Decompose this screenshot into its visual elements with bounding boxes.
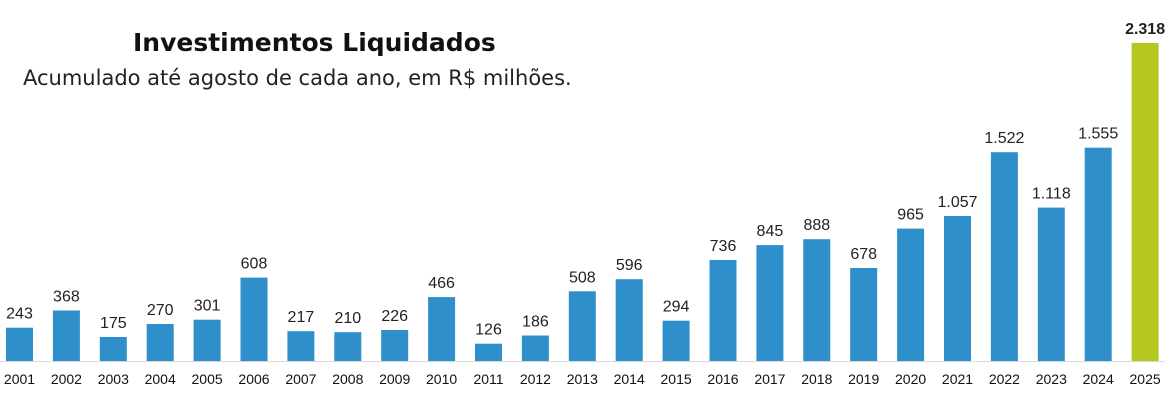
data-label-2003: 175	[100, 315, 127, 332]
x-tick-2019: 2019	[848, 371, 879, 387]
x-tick-2005: 2005	[192, 371, 223, 387]
data-label-2008: 210	[334, 310, 361, 327]
bar-2018	[803, 239, 831, 361]
bars-group: 243 2001 368 2002 175 2003 270 2004 301 2005 608 20…	[4, 21, 1165, 387]
bar-2002	[52, 310, 80, 361]
x-tick-2021: 2021	[942, 371, 973, 387]
x-tick-2017: 2017	[754, 371, 785, 387]
bar-2009	[381, 330, 409, 361]
x-tick-2023: 2023	[1036, 371, 1067, 387]
data-label-2019: 678	[850, 246, 877, 263]
bar-2017	[756, 245, 784, 361]
x-tick-2022: 2022	[989, 371, 1020, 387]
bar-2020	[897, 228, 925, 361]
bar-2007	[287, 331, 315, 361]
data-label-2017: 845	[757, 223, 784, 240]
bar-2016	[709, 260, 737, 361]
bar-2006	[240, 277, 268, 361]
bar-2022	[990, 152, 1018, 361]
data-label-2010: 466	[428, 275, 455, 292]
bar-2003	[99, 337, 127, 361]
x-tick-2016: 2016	[707, 371, 738, 387]
x-tick-2001: 2001	[4, 371, 35, 387]
x-tick-2013: 2013	[567, 371, 598, 387]
bar-2015	[662, 320, 690, 361]
data-label-2024: 1.555	[1078, 126, 1118, 143]
chart-title: Investimentos Liquidados	[133, 28, 496, 57]
bar-2019	[850, 268, 878, 361]
data-label-2020: 965	[897, 207, 924, 224]
data-label-2013: 508	[569, 269, 596, 286]
x-tick-2020: 2020	[895, 371, 926, 387]
data-label-2018: 888	[803, 217, 830, 234]
x-tick-2004: 2004	[145, 371, 176, 387]
data-label-2025: 2.318	[1125, 21, 1165, 38]
bar-2010	[428, 297, 456, 361]
bar-2023	[1037, 207, 1065, 361]
bar-2001	[6, 327, 33, 361]
data-label-2006: 608	[241, 256, 268, 273]
data-label-2012: 186	[522, 314, 549, 331]
x-tick-2009: 2009	[379, 371, 410, 387]
x-tick-2006: 2006	[238, 371, 269, 387]
x-tick-2024: 2024	[1083, 371, 1114, 387]
x-tick-2014: 2014	[614, 371, 645, 387]
x-tick-2003: 2003	[98, 371, 129, 387]
data-label-2009: 226	[381, 308, 408, 325]
data-label-2001: 243	[6, 306, 33, 323]
x-tick-2002: 2002	[51, 371, 82, 387]
bar-2014	[615, 279, 643, 361]
x-tick-2011: 2011	[473, 371, 503, 387]
bar-2013	[568, 291, 596, 361]
bar-2025	[1131, 43, 1159, 361]
bar-2005	[193, 319, 221, 361]
data-label-2015: 294	[663, 299, 690, 316]
data-label-2004: 270	[147, 302, 174, 319]
x-tick-2015: 2015	[661, 371, 692, 387]
data-label-2021: 1.057	[937, 194, 977, 211]
bar-2011	[475, 343, 502, 361]
bar-2008	[334, 332, 362, 361]
data-label-2016: 736	[710, 238, 737, 255]
x-tick-2007: 2007	[285, 371, 316, 387]
chart-subtitle: Acumulado até agosto de cada ano, em R$ …	[23, 66, 572, 90]
data-label-2005: 301	[194, 298, 221, 315]
data-label-2014: 596	[616, 257, 643, 274]
data-label-2022: 1.522	[984, 130, 1024, 147]
data-label-2007: 217	[288, 309, 315, 326]
data-label-2011: 126	[475, 322, 502, 339]
x-tick-2010: 2010	[426, 371, 457, 387]
x-tick-2008: 2008	[332, 371, 363, 387]
x-tick-2012: 2012	[520, 371, 551, 387]
bar-2021	[944, 216, 971, 361]
x-tick-2018: 2018	[801, 371, 832, 387]
bar-2012	[521, 335, 549, 361]
data-label-2023: 1.118	[1032, 186, 1071, 203]
x-tick-2025: 2025	[1130, 371, 1161, 387]
bar-2024	[1084, 147, 1112, 361]
data-label-2002: 368	[53, 289, 80, 306]
bar-2004	[146, 324, 174, 361]
